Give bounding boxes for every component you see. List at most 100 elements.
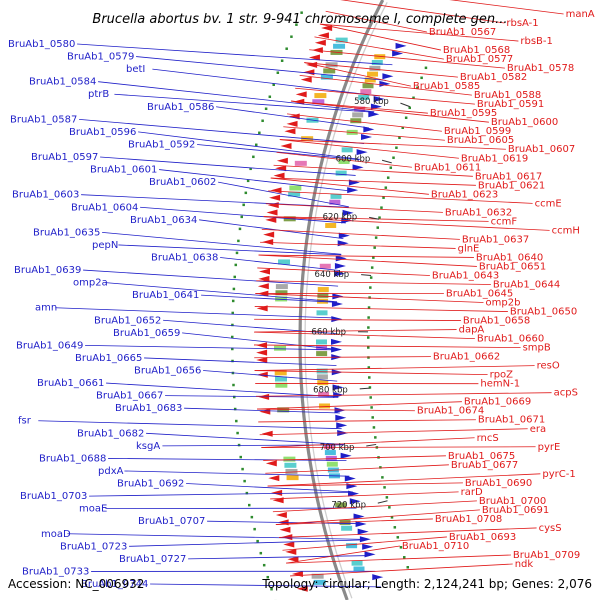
- forward-gene-label: BruAb1_0733: [22, 566, 89, 577]
- ring-dot: [256, 539, 259, 543]
- label-connector: [261, 446, 536, 448]
- feature-box: [294, 160, 307, 166]
- ring-dot: [261, 119, 264, 123]
- forward-gene-label: BruAb1_0586: [147, 102, 214, 113]
- label-connector: [67, 533, 366, 540]
- forward-gene-label: BruAb1_0580: [8, 39, 75, 50]
- reverse-gene-arrow: [262, 238, 274, 245]
- reverse-gene-arrow: [273, 172, 285, 179]
- label-connector: [254, 329, 457, 333]
- forward-gene-arrow: [392, 50, 404, 57]
- forward-gene-label: BruAb1_0604: [71, 202, 138, 213]
- ring-dot: [367, 336, 370, 339]
- feature-box: [341, 525, 353, 531]
- label-connector: [55, 307, 337, 319]
- reverse-gene-arrow: [295, 91, 307, 98]
- label-connector: [279, 139, 459, 159]
- forward-gene-label: BruAb1_0597: [31, 152, 98, 163]
- label-connector: [254, 344, 521, 349]
- forward-gene-arrow: [332, 384, 344, 391]
- forward-gene-label: ksgA: [136, 441, 160, 452]
- reverse-gene-arrow: [271, 489, 283, 496]
- reverse-gene-label: era: [530, 424, 546, 435]
- kbp-tick-label: 620 kbp: [323, 212, 358, 222]
- label-connector: [257, 408, 415, 412]
- reverse-gene-arrow: [259, 408, 271, 415]
- ring-dot: [262, 563, 266, 567]
- label-connector: [152, 68, 380, 97]
- forward-gene-label: BruAb1_0592: [128, 139, 195, 150]
- label-connector: [254, 370, 488, 376]
- ring-dot: [370, 266, 374, 269]
- label-connector: [102, 231, 342, 255]
- label-connector: [105, 507, 357, 510]
- reverse-gene-arrow: [300, 76, 312, 83]
- feature-box: [326, 461, 338, 467]
- label-connector: [287, 113, 442, 132]
- ring-dot: [270, 587, 273, 591]
- feature-box: [311, 573, 324, 579]
- label-connector: [254, 365, 535, 371]
- feature-box: [352, 112, 364, 118]
- label-connector: [314, 36, 444, 60]
- reverse-gene-label: rpoZ: [490, 370, 514, 381]
- forward-gene-label: BruAb1_0596: [69, 127, 136, 138]
- reverse-gene-arrow: [275, 165, 287, 172]
- label-connector: [261, 229, 460, 240]
- ring-dot: [368, 296, 371, 299]
- label-connector: [105, 282, 338, 303]
- forward-gene-label: BruAb1_0744: [81, 579, 148, 590]
- ring-dot: [367, 326, 370, 329]
- ring-dot: [398, 136, 401, 139]
- kbp-ticks: 580 kbp 600 kbp 620 kbp 640 kbp 660 kbp 680 k…: [311, 97, 411, 511]
- forward-gene-label: amn: [35, 303, 57, 314]
- reverse-gene-arrow: [284, 128, 296, 135]
- label-connector: [254, 318, 461, 321]
- feature-box: [275, 284, 288, 290]
- ring-dot: [367, 366, 371, 369]
- forward-gene-label: BruAb1_0661: [37, 378, 104, 389]
- reverse-gene-label: BruAb1_0662: [433, 352, 500, 363]
- reverse-gene-label: BruAb1_0617: [475, 171, 542, 182]
- label-connector: [304, 62, 411, 87]
- forward-gene-arrow: [331, 316, 343, 323]
- kbp-tick-label: 700 kbp: [320, 443, 355, 453]
- label-connector: [256, 280, 491, 285]
- ring-dot: [231, 359, 234, 363]
- reverse-gene-arrow: [296, 585, 308, 592]
- label-connector: [83, 269, 339, 287]
- ring-dot: [403, 556, 406, 559]
- label-connector: [261, 437, 475, 448]
- forward-gene-label: omp2a: [73, 278, 108, 289]
- label-connector: [201, 294, 338, 303]
- ring-dot: [399, 546, 403, 549]
- reverse-gene-label: pyrC-1: [542, 469, 575, 480]
- ring-dot: [233, 407, 237, 411]
- label-connector: [267, 473, 541, 487]
- forward-gene-arrow: [356, 149, 368, 156]
- ring-dot: [369, 276, 373, 279]
- label-connector: [290, 100, 428, 114]
- feature-box: [275, 382, 288, 388]
- label-connector: [263, 216, 550, 231]
- label-connector: [276, 152, 412, 168]
- ring-dot: [370, 406, 373, 409]
- reverse-gene-label: BruAb1_0690: [465, 478, 532, 489]
- reverse-gene-label: rarD: [461, 487, 483, 498]
- reverse-gene-arrow: [275, 511, 287, 518]
- forward-gene-arrow: [395, 42, 407, 49]
- ring-dot: [264, 107, 268, 111]
- ring-dot: [280, 59, 284, 62]
- forward-gene-label: pdxA: [98, 466, 124, 477]
- feature-box: [346, 543, 358, 549]
- feature-box: [288, 191, 301, 197]
- feature-box: [284, 462, 297, 468]
- label-connector: [207, 520, 361, 525]
- ring-dot: [420, 76, 423, 80]
- feature-box: [316, 339, 328, 345]
- ring-dot: [238, 227, 242, 231]
- ring-dot: [241, 467, 244, 471]
- forward-gene-label: BruAb1_0649: [16, 340, 83, 351]
- ring-dot: [231, 335, 234, 339]
- feature-box: [341, 147, 353, 153]
